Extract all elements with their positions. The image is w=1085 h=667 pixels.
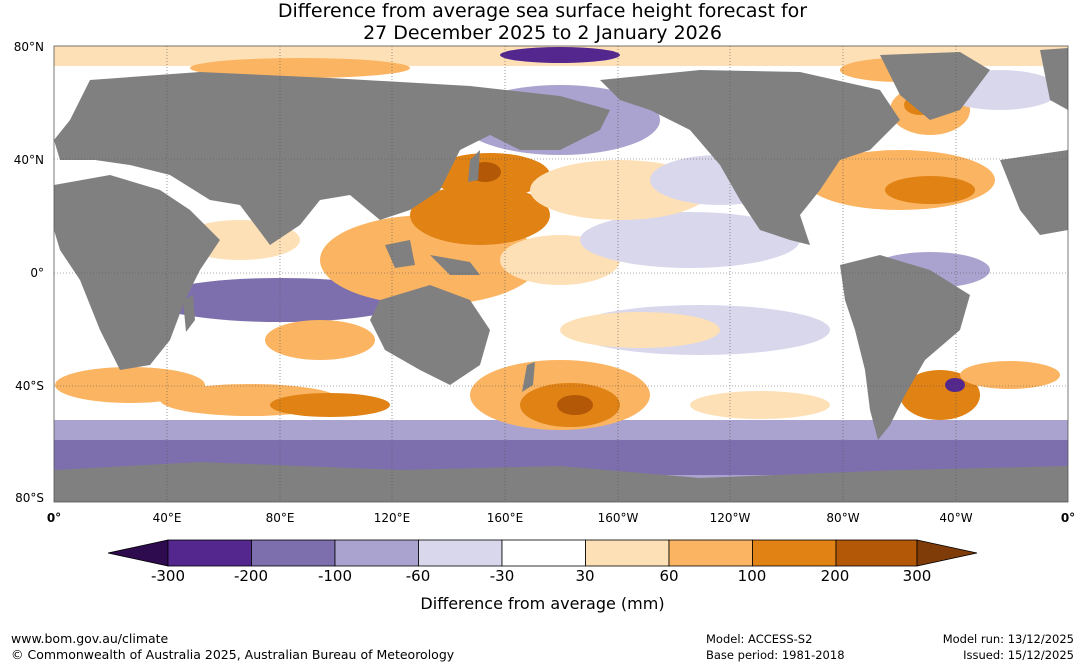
- lat-label-40n: 40°N: [13, 153, 44, 167]
- japan: [468, 150, 480, 182]
- lat-label-0: 0°: [30, 266, 44, 280]
- colorbar-segment-6: [585, 539, 670, 567]
- colorbar-tick-2: -200: [233, 567, 269, 585]
- colorbar-segment-1: [167, 539, 252, 567]
- map-title: Difference from average sea surface heig…: [0, 0, 1085, 44]
- footer-model-run: Model run: 13/12/2025: [942, 632, 1074, 646]
- colorbar-tick-9: 200: [820, 567, 850, 585]
- footer-base-period: Base period: 1981-2018: [706, 648, 845, 662]
- greenland: [880, 52, 990, 120]
- lon-label-80e: 80°E: [265, 511, 295, 525]
- colorbar-arrow-max: [916, 539, 978, 567]
- australia: [370, 285, 490, 385]
- lon-label-40w: 40°W: [939, 511, 973, 525]
- colorbar-arrow-min: [107, 539, 169, 567]
- scandinavia: [1040, 48, 1068, 110]
- colorbar-tick-4: -60: [405, 567, 431, 585]
- antarctica: [54, 462, 1068, 502]
- colorbar-tick-5: -30: [489, 567, 515, 585]
- footer-issued: Issued: 15/12/2025: [963, 648, 1074, 662]
- sea-surface-height-map: [53, 45, 1069, 503]
- colorbar-segment-8: [752, 539, 837, 567]
- colorbar-segment-7: [668, 539, 753, 567]
- land-masses: [54, 48, 1068, 502]
- southern-positive-anomalies: [55, 360, 1060, 430]
- madagascar: [183, 295, 195, 332]
- title-line-2: 27 December 2025 to 2 January 2026: [363, 22, 722, 44]
- lon-label-120e: 120°E: [373, 511, 411, 525]
- lon-label-160e: 160°E: [486, 511, 524, 525]
- lon-label-160w: 160°W: [597, 511, 639, 525]
- colorbar-segment-9: [835, 539, 918, 567]
- tropical-anomalies: [150, 185, 830, 355]
- footer-url: www.bom.gov.au/climate: [11, 631, 169, 646]
- borneo: [385, 240, 415, 268]
- eurasia: [54, 72, 610, 245]
- colorbar-tick-8: 100: [737, 567, 767, 585]
- lon-label-40e: 40°E: [152, 511, 182, 525]
- colorbar-tick-3: -100: [317, 567, 353, 585]
- lat-label-80n: 80°N: [13, 40, 44, 54]
- colorbar: [107, 539, 978, 567]
- new-zealand: [522, 362, 535, 392]
- colorbar-tick-1: -300: [150, 567, 186, 585]
- footer-model: Model: ACCESS-S2: [706, 632, 813, 646]
- colorbar-segment-3: [334, 539, 419, 567]
- colorbar-label: Difference from average (mm): [420, 594, 665, 613]
- colorbar-tick-7: 60: [659, 567, 679, 585]
- colorbar-tick-6: 30: [575, 567, 595, 585]
- colorbar-tick-10: 300: [902, 567, 932, 585]
- footer-copyright: © Commonwealth of Australia 2025, Austra…: [11, 647, 455, 662]
- lat-label-80s: 80°S: [15, 491, 44, 505]
- north-america: [600, 70, 900, 245]
- title-line-1: Difference from average sea surface heig…: [277, 0, 808, 22]
- south-america: [840, 255, 970, 440]
- europe-west-africa: [1000, 150, 1068, 235]
- new-guinea: [430, 255, 480, 275]
- map-frame: [53, 45, 1069, 503]
- lon-label-120w: 120°W: [709, 511, 751, 525]
- lat-label-40s: 40°S: [15, 379, 44, 393]
- colorbar-segment-4: [418, 539, 503, 567]
- graticule: [54, 46, 1068, 502]
- colorbar-segment-2: [251, 539, 336, 567]
- lon-label-0-left: 0°: [46, 511, 62, 525]
- lon-label-0-right: 0°: [1060, 511, 1076, 525]
- lon-label-80w: 80°W: [826, 511, 860, 525]
- africa: [54, 175, 220, 370]
- colorbar-segment-5: [501, 539, 586, 567]
